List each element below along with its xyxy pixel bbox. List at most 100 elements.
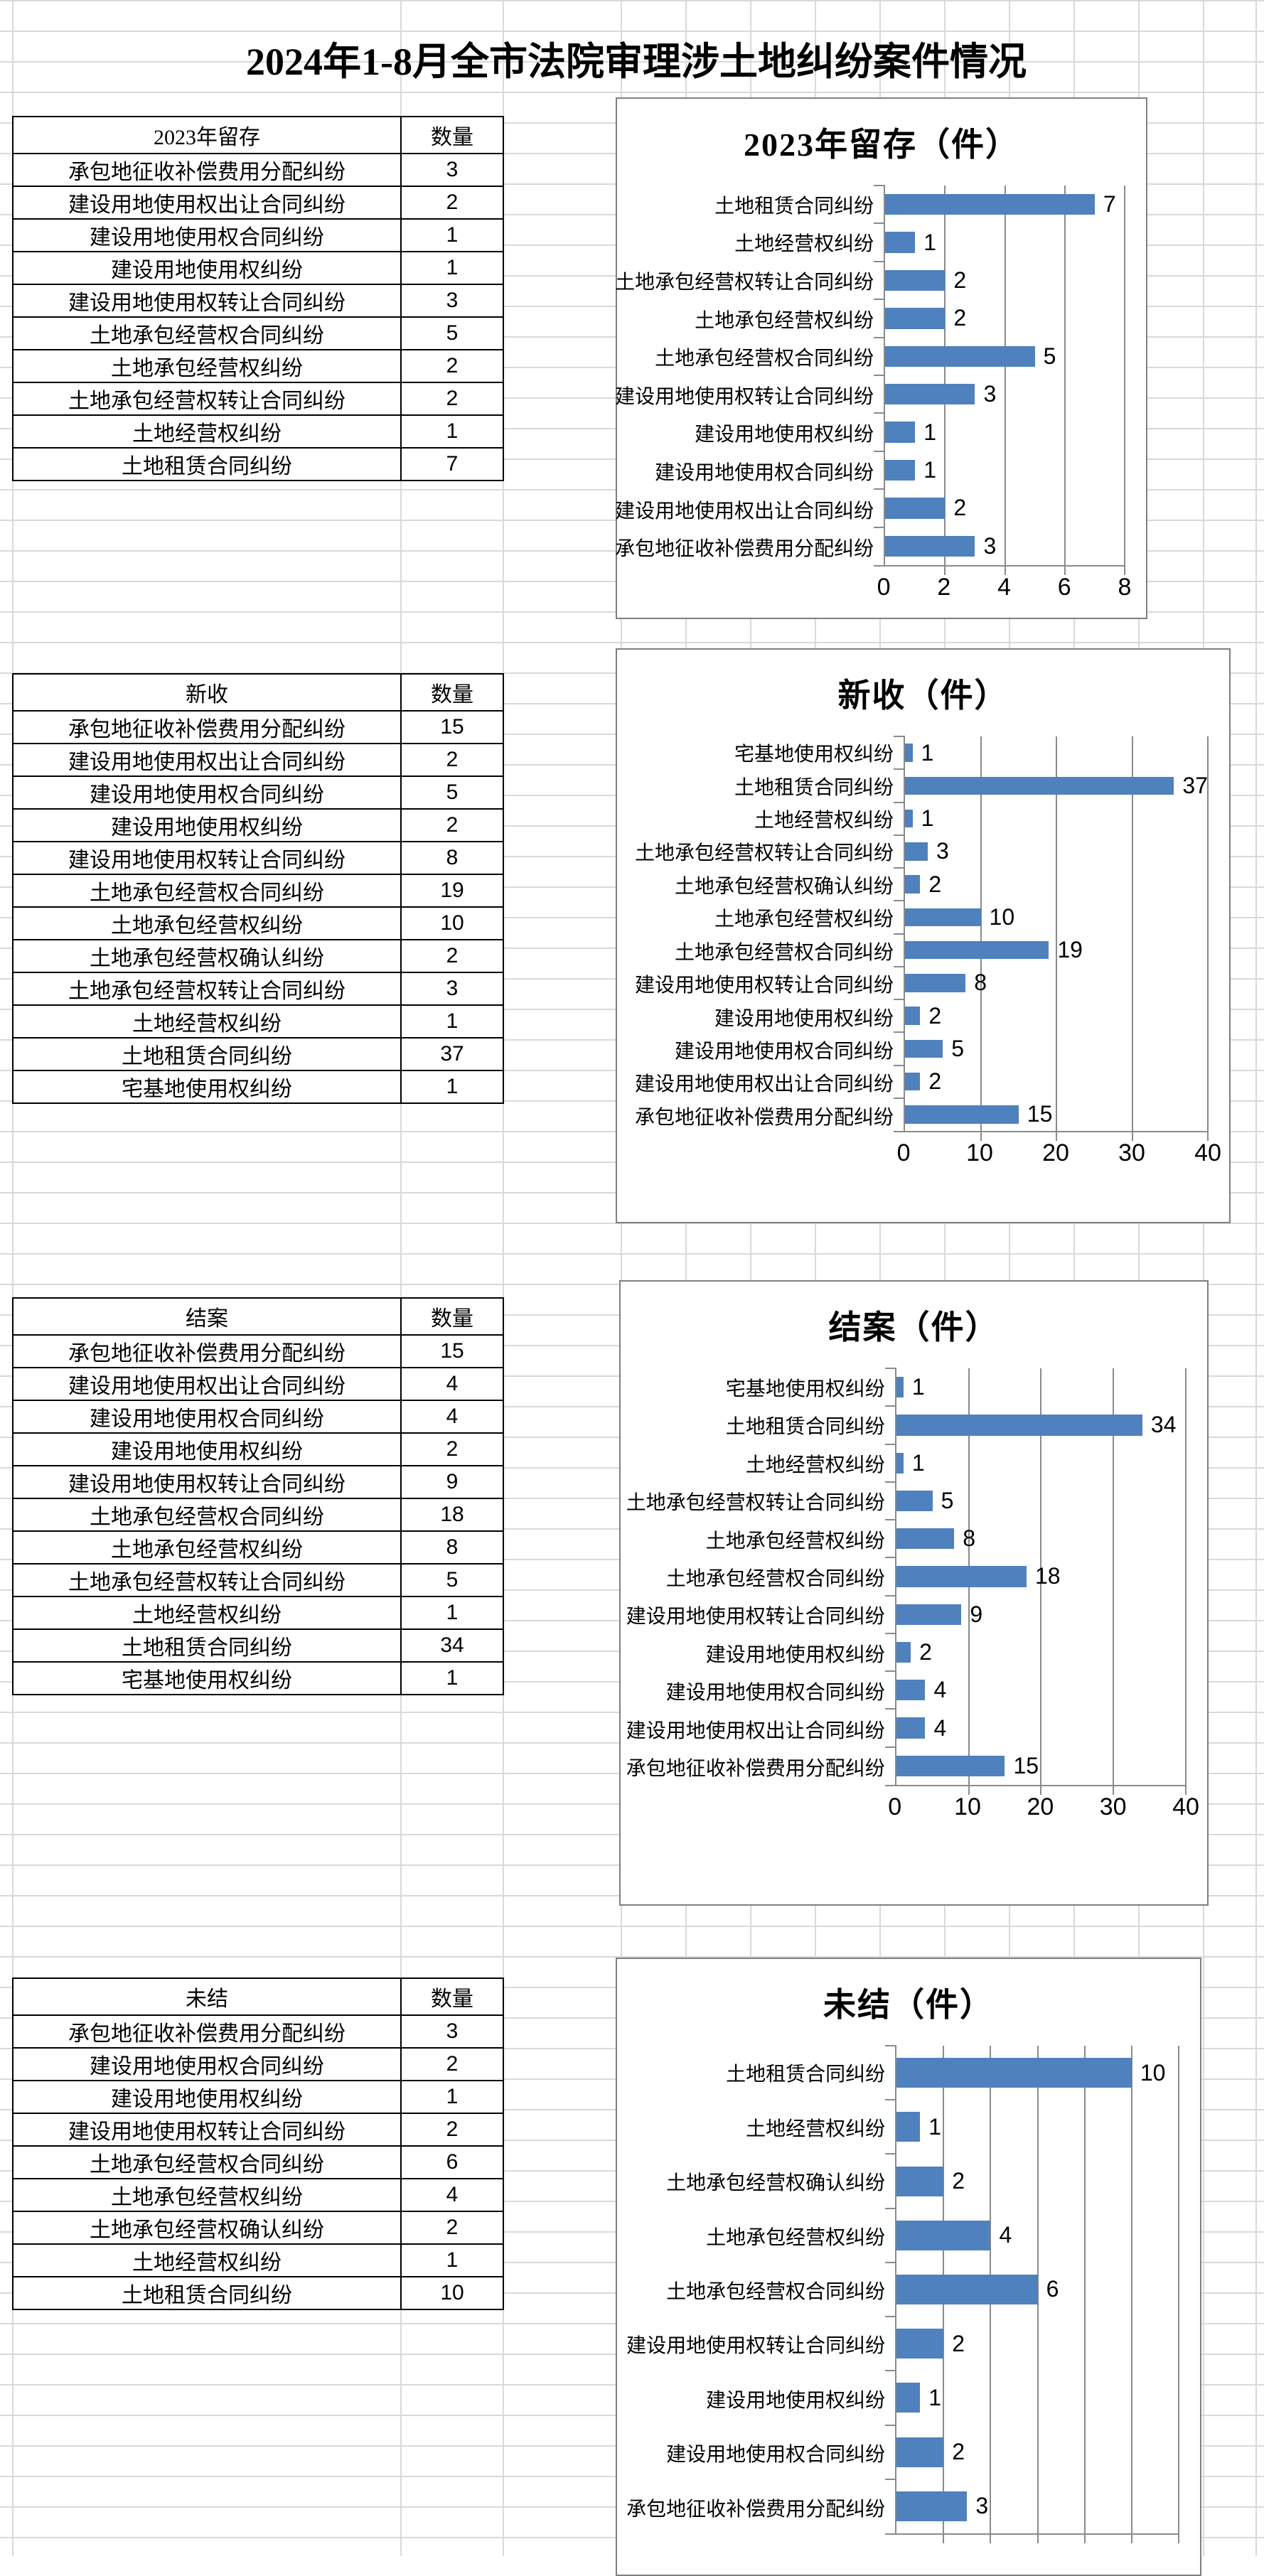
chart-new-cases[interactable]: 新收（件） 宅基地使用权纠纷 土地租赁合同纠纷 土地经营权纠纷 土地承包经营权转让合同… <box>616 648 1231 1223</box>
count-cell[interactable]: 2 <box>400 743 504 777</box>
count-cell[interactable]: 2 <box>400 186 504 220</box>
chart-pending-cases[interactable]: 未结（件） 土地租赁合同纠纷 土地经营权纠纷 土地承包经营权确认纠纷 土地承包经营权纠… <box>616 1958 1201 2576</box>
count-cell[interactable]: 3 <box>400 2014 504 2049</box>
count-cell[interactable]: 1 <box>400 1004 504 1039</box>
category-cell[interactable]: 土地承包经营权转让合同纠纷 <box>12 972 402 1006</box>
category-cell[interactable]: 承包地征收补偿费用分配纠纷 <box>12 710 402 744</box>
bar[interactable] <box>905 940 1049 960</box>
category-cell[interactable]: 建设用地使用权合同纠纷 <box>12 2047 402 2081</box>
category-cell[interactable]: 土地承包经营权纠纷 <box>12 349 402 383</box>
count-cell[interactable]: 2 <box>400 808 504 842</box>
bar[interactable] <box>896 2112 921 2142</box>
count-header-cell[interactable]: 数量 <box>400 673 504 712</box>
count-cell[interactable]: 10 <box>400 2276 504 2310</box>
category-cell[interactable]: 建设用地使用权出让合同纠纷 <box>12 186 402 220</box>
category-cell[interactable]: 建设用地使用权合同纠纷 <box>12 218 402 252</box>
category-cell[interactable]: 土地经营权纠纷 <box>12 414 402 449</box>
bar[interactable] <box>905 842 928 861</box>
count-cell[interactable]: 2 <box>400 382 504 416</box>
count-cell[interactable]: 3 <box>400 153 504 187</box>
category-cell[interactable]: 土地承包经营权合同纠纷 <box>12 874 402 908</box>
count-cell[interactable]: 4 <box>400 1400 504 1434</box>
count-cell[interactable]: 2 <box>400 2113 504 2147</box>
count-cell[interactable]: 15 <box>400 1334 504 1368</box>
table-title-cell[interactable]: 新收 <box>12 673 402 712</box>
count-cell[interactable]: 10 <box>400 906 504 940</box>
category-cell[interactable]: 土地承包经营权纠纷 <box>12 2178 402 2212</box>
bar[interactable] <box>896 2383 921 2413</box>
category-cell[interactable]: 建设用地使用权纠纷 <box>12 2080 402 2114</box>
count-cell[interactable]: 1 <box>400 1596 504 1630</box>
bar[interactable] <box>885 498 946 519</box>
count-cell[interactable]: 37 <box>400 1037 504 1071</box>
bar[interactable] <box>896 1604 962 1625</box>
count-cell[interactable]: 9 <box>400 1465 504 1499</box>
page-title[interactable]: 2024年1-8月全市法院审理涉土地纠纷案件情况 <box>246 41 1027 83</box>
bar[interactable] <box>896 1641 911 1663</box>
count-header-cell[interactable]: 数量 <box>400 1977 504 2016</box>
bar[interactable] <box>896 2437 944 2467</box>
count-cell[interactable]: 3 <box>400 972 504 1006</box>
category-cell[interactable]: 土地经营权纠纷 <box>12 1596 402 1630</box>
category-cell[interactable]: 土地租赁合同纠纷 <box>12 1628 402 1663</box>
bar[interactable] <box>905 875 921 893</box>
category-cell[interactable]: 建设用地使用权合同纠纷 <box>12 776 402 810</box>
bar[interactable] <box>885 384 975 405</box>
category-cell[interactable]: 土地经营权纠纷 <box>12 1004 402 1039</box>
count-header-cell[interactable]: 数量 <box>400 1297 504 1336</box>
count-cell[interactable]: 2 <box>400 349 504 383</box>
count-cell[interactable]: 2 <box>400 939 504 973</box>
bar[interactable] <box>905 974 966 992</box>
count-cell[interactable]: 34 <box>400 1628 504 1663</box>
count-cell[interactable]: 4 <box>400 2178 504 2212</box>
category-cell[interactable]: 建设用地使用权合同纠纷 <box>12 1400 402 1434</box>
bar[interactable] <box>885 535 975 557</box>
count-cell[interactable]: 18 <box>400 1498 504 1532</box>
table-title-cell[interactable]: 未结 <box>12 1977 402 2016</box>
category-cell[interactable]: 土地承包经营权合同纠纷 <box>12 1498 402 1532</box>
bar[interactable] <box>905 1039 943 1058</box>
count-cell[interactable]: 3 <box>400 284 504 318</box>
bar[interactable] <box>896 2166 944 2196</box>
category-cell[interactable]: 土地承包经营权纠纷 <box>12 906 402 940</box>
bar[interactable] <box>905 908 981 927</box>
count-cell[interactable]: 2 <box>400 2047 504 2081</box>
count-cell[interactable]: 5 <box>400 1563 504 1597</box>
bar[interactable] <box>896 2220 991 2250</box>
category-cell[interactable]: 土地承包经营权确认纠纷 <box>12 2211 402 2245</box>
category-cell[interactable]: 承包地征收补偿费用分配纠纷 <box>12 2014 402 2049</box>
bar[interactable] <box>885 459 916 481</box>
count-cell[interactable]: 19 <box>400 874 504 908</box>
category-cell[interactable]: 建设用地使用权出让合同纠纷 <box>12 1367 402 1401</box>
count-cell[interactable]: 5 <box>400 316 504 350</box>
count-cell[interactable]: 4 <box>400 1367 504 1401</box>
count-cell[interactable]: 1 <box>400 218 504 252</box>
category-cell[interactable]: 承包地征收补偿费用分配纠纷 <box>12 1334 402 1368</box>
bar[interactable] <box>896 1680 926 1701</box>
chart-closed-cases[interactable]: 结案（件） 宅基地使用权纠纷 土地租赁合同纠纷 土地经营权纠纷 土地承包经营权转让合同… <box>619 1280 1209 1906</box>
bar[interactable] <box>896 1490 933 1512</box>
category-cell[interactable]: 土地经营权纠纷 <box>12 2243 402 2277</box>
count-cell[interactable]: 5 <box>400 776 504 810</box>
category-cell[interactable]: 土地租赁合同纠纷 <box>12 447 402 481</box>
category-cell[interactable]: 土地承包经营权合同纠纷 <box>12 2145 402 2179</box>
bar[interactable] <box>905 776 1174 795</box>
bar[interactable] <box>896 1755 1005 1776</box>
bar[interactable] <box>885 345 1035 367</box>
count-cell[interactable]: 1 <box>400 1070 504 1104</box>
bar[interactable] <box>885 194 1095 215</box>
category-cell[interactable]: 建设用地使用权纠纷 <box>12 808 402 842</box>
category-cell[interactable]: 建设用地使用权纠纷 <box>12 1432 402 1466</box>
category-cell[interactable]: 土地承包经营权纠纷 <box>12 1530 402 1565</box>
category-cell[interactable]: 建设用地使用权转让合同纠纷 <box>12 841 402 875</box>
category-cell[interactable]: 土地租赁合同纠纷 <box>12 2276 402 2310</box>
count-cell[interactable]: 1 <box>400 2243 504 2277</box>
bar[interactable] <box>896 1566 1027 1587</box>
bar[interactable] <box>905 809 913 828</box>
category-cell[interactable]: 土地承包经营权转让合同纠纷 <box>12 382 402 416</box>
category-cell[interactable]: 建设用地使用权转让合同纠纷 <box>12 1465 402 1499</box>
count-cell[interactable]: 1 <box>400 2080 504 2114</box>
category-cell[interactable]: 建设用地使用权转让合同纠纷 <box>12 284 402 318</box>
count-cell[interactable]: 15 <box>400 710 504 744</box>
category-cell[interactable]: 承包地征收补偿费用分配纠纷 <box>12 153 402 187</box>
